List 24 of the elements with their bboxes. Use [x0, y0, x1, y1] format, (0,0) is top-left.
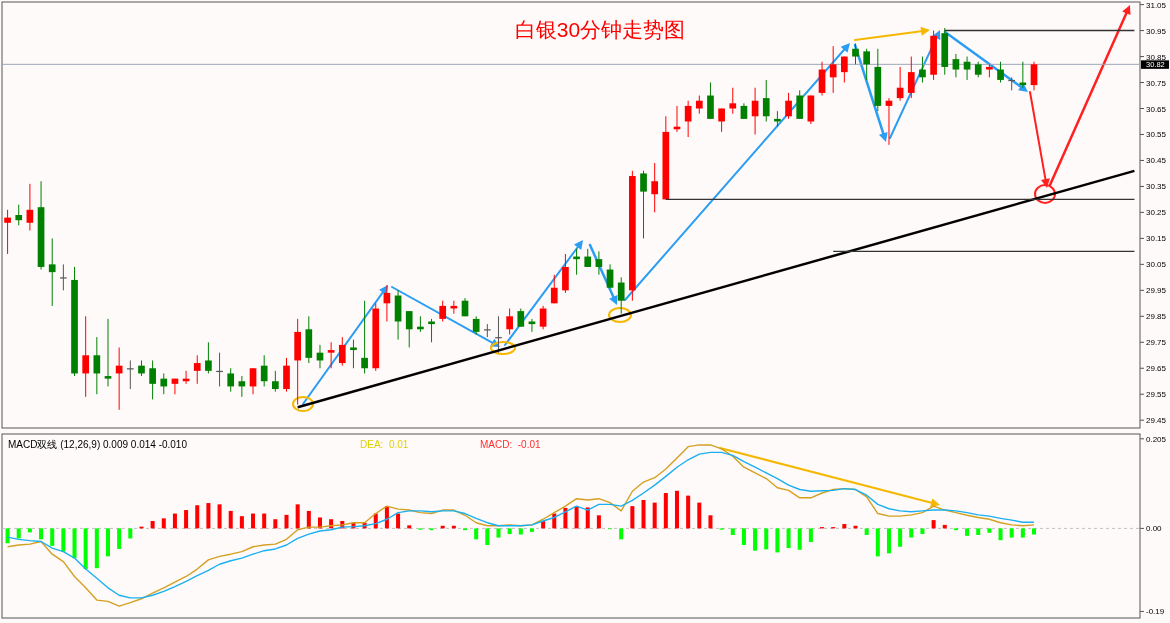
y-tick-label: 29.45: [1146, 416, 1167, 426]
y-tick-label: 30.15: [1146, 234, 1167, 244]
y-tick-label: 30.05: [1146, 260, 1167, 270]
y-tick-label: 29.95: [1146, 286, 1167, 296]
y-tick-label: 0.00: [1146, 524, 1163, 534]
y-tick-label: 30.85: [1146, 52, 1167, 62]
y-tick-label: 30.95: [1146, 26, 1167, 36]
y-tick-label: 29.65: [1146, 364, 1167, 374]
annotation: DEA: 0.01: [360, 439, 409, 450]
y-tick-label: 30.75: [1146, 78, 1167, 88]
y-tick-label: 0.205: [1146, 434, 1167, 444]
y-tick-label: 30.25: [1146, 208, 1167, 218]
annotation: MACD: -0.01: [480, 439, 542, 450]
y-tick-label: 31.05: [1146, 0, 1167, 10]
y-tick-label: 30.65: [1146, 104, 1167, 114]
y-tick-label: 30.35: [1146, 182, 1167, 192]
annotation: MACD双线 (12,26,9) 0.009 0.014 -0.010: [8, 439, 188, 450]
y-tick-label: -0.19: [1146, 607, 1165, 617]
y-tick-label: 29.75: [1146, 338, 1167, 348]
text: 白银30分钟走势图: [514, 18, 686, 41]
y-tick-label: 30.55: [1146, 130, 1167, 140]
y-tick-label: 30.45: [1146, 156, 1167, 166]
y-tick-label: 29.85: [1146, 312, 1167, 322]
y-tick-label: 29.55: [1146, 390, 1167, 400]
